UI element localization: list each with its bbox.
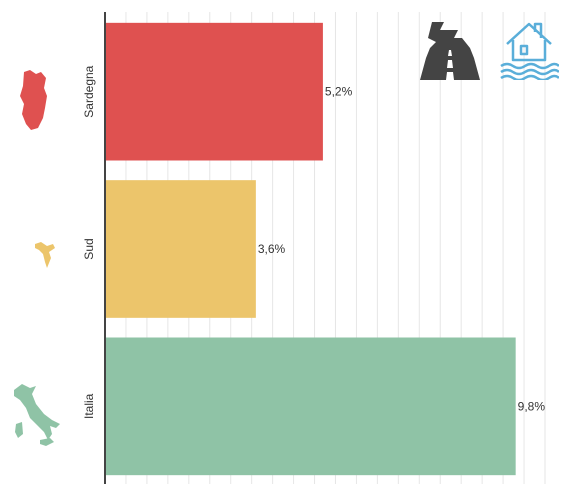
value-label-sardegna: 5,2% (325, 85, 353, 99)
category-label-sardegna: Sardegna (82, 65, 96, 117)
category-label-italia: Italia (82, 393, 96, 419)
bar-italia (105, 337, 516, 476)
category-label-sud: Sud (82, 238, 96, 259)
road-icon (420, 22, 480, 80)
value-label-italia: 9,8% (518, 399, 546, 413)
south-italy-map-icon (35, 242, 55, 268)
bar-sud (105, 180, 256, 318)
value-label-sud: 3,6% (258, 242, 286, 256)
flooded-house-icon (500, 22, 559, 80)
sardinia-map-icon (20, 70, 47, 130)
bars (105, 22, 516, 476)
bar-sardegna (105, 22, 323, 161)
labels: 5,2% Sardegna 3,6% Sud 9,8% Italia (82, 65, 545, 419)
italy-map-icon (14, 384, 60, 446)
